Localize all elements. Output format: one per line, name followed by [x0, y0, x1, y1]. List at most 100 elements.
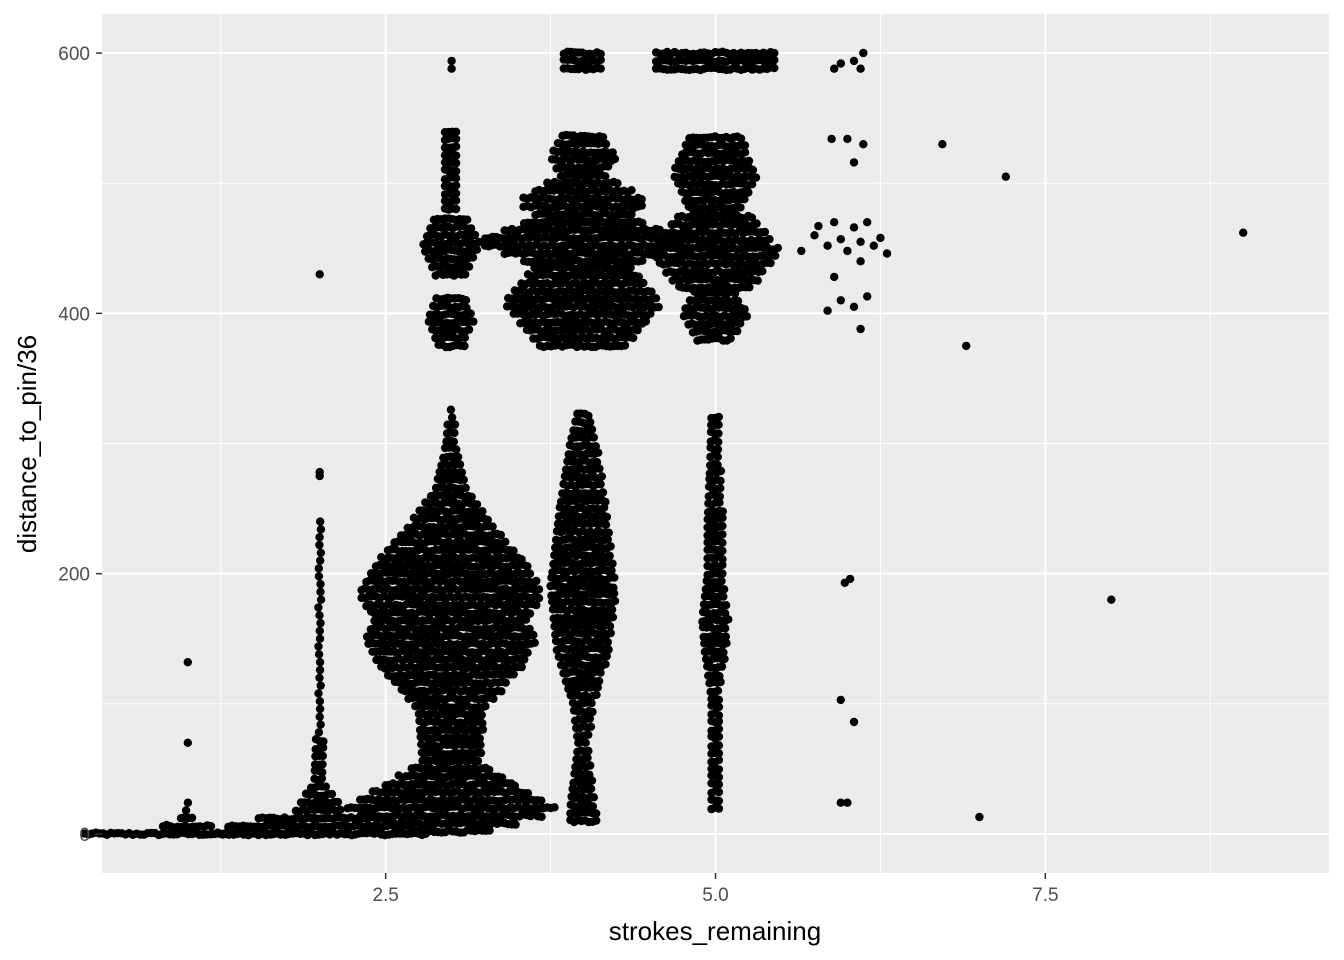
data-point — [537, 812, 546, 821]
data-point — [751, 173, 761, 182]
data-point — [451, 158, 461, 168]
data-point — [452, 445, 461, 454]
data-point — [770, 55, 779, 65]
data-point — [603, 638, 612, 647]
data-point — [459, 475, 468, 484]
data-point — [478, 719, 487, 728]
data-point — [647, 287, 656, 296]
data-point — [849, 223, 859, 232]
data-point — [592, 816, 601, 825]
data-point — [316, 595, 326, 604]
data-point — [651, 294, 661, 303]
data-point — [608, 148, 617, 157]
data-point — [736, 319, 745, 328]
data-point — [748, 165, 758, 175]
data-point — [316, 517, 325, 526]
data-point — [316, 579, 325, 589]
data-point — [722, 639, 731, 648]
data-point — [742, 312, 751, 321]
data-point — [720, 654, 729, 664]
data-point — [714, 787, 724, 797]
data-point — [760, 227, 770, 237]
data-point — [646, 309, 655, 318]
data-point — [714, 724, 724, 734]
data-point — [637, 195, 646, 204]
data-point — [183, 738, 192, 747]
data-point — [187, 813, 197, 822]
data-point — [604, 528, 613, 537]
data-point — [718, 521, 727, 531]
y-tick-label: 0 — [79, 825, 90, 846]
data-point — [584, 411, 593, 420]
data-point — [333, 797, 343, 807]
data-point — [466, 224, 476, 233]
data-point — [316, 681, 325, 690]
data-point — [863, 292, 872, 301]
data-point — [183, 658, 192, 667]
data-point — [714, 755, 724, 765]
data-point — [483, 515, 492, 525]
data-point — [476, 740, 485, 750]
data-point — [595, 464, 604, 473]
data-point — [601, 520, 611, 529]
data-point — [713, 686, 723, 695]
data-point — [601, 139, 611, 149]
data-point — [962, 341, 971, 351]
data-point — [827, 134, 836, 144]
data-point — [613, 218, 622, 227]
data-point — [634, 272, 643, 281]
data-point — [488, 522, 497, 531]
data-point — [714, 741, 724, 750]
data-point — [718, 546, 727, 556]
data-point — [509, 546, 518, 555]
data-point — [938, 140, 947, 149]
data-point — [714, 420, 723, 429]
data-point — [733, 296, 743, 306]
data-point — [316, 548, 326, 557]
data-point — [470, 230, 480, 240]
data-point — [525, 624, 534, 634]
data-point — [314, 603, 323, 612]
data-point — [464, 262, 474, 271]
data-point — [336, 805, 345, 814]
data-point — [517, 662, 526, 672]
data-point — [736, 134, 746, 143]
data-point — [845, 574, 855, 584]
data-point — [315, 673, 324, 682]
data-point — [747, 180, 757, 189]
data-point — [511, 820, 520, 829]
data-point — [740, 148, 750, 157]
data-point — [462, 303, 471, 313]
data-point — [589, 793, 598, 802]
data-point — [451, 181, 461, 190]
data-point — [460, 341, 469, 351]
data-point — [530, 638, 539, 647]
data-point — [534, 585, 544, 594]
data-point — [836, 695, 845, 705]
data-point — [633, 325, 642, 335]
data-point — [318, 768, 327, 777]
data-point — [585, 714, 595, 723]
data-point — [714, 717, 724, 726]
data-point — [315, 704, 325, 714]
data-point — [523, 648, 532, 657]
data-point — [849, 56, 859, 66]
data-point — [473, 756, 483, 766]
data-point — [714, 796, 724, 805]
data-point — [836, 296, 845, 305]
data-point — [718, 555, 727, 564]
data-point — [525, 569, 535, 578]
data-point — [714, 765, 724, 774]
data-point — [598, 133, 608, 142]
data-point — [451, 189, 461, 198]
x-tick-label: 5.0 — [702, 885, 728, 906]
data-point — [584, 746, 593, 756]
x-tick-label: 7.5 — [1032, 885, 1058, 906]
data-point — [745, 283, 754, 292]
data-point — [588, 802, 598, 811]
data-point — [315, 697, 325, 706]
data-point — [501, 537, 510, 546]
data-point — [450, 428, 459, 438]
tick-labels: 2.5 5.0 7.5 0 200 400 600 — [58, 44, 1058, 906]
data-point — [714, 702, 724, 712]
